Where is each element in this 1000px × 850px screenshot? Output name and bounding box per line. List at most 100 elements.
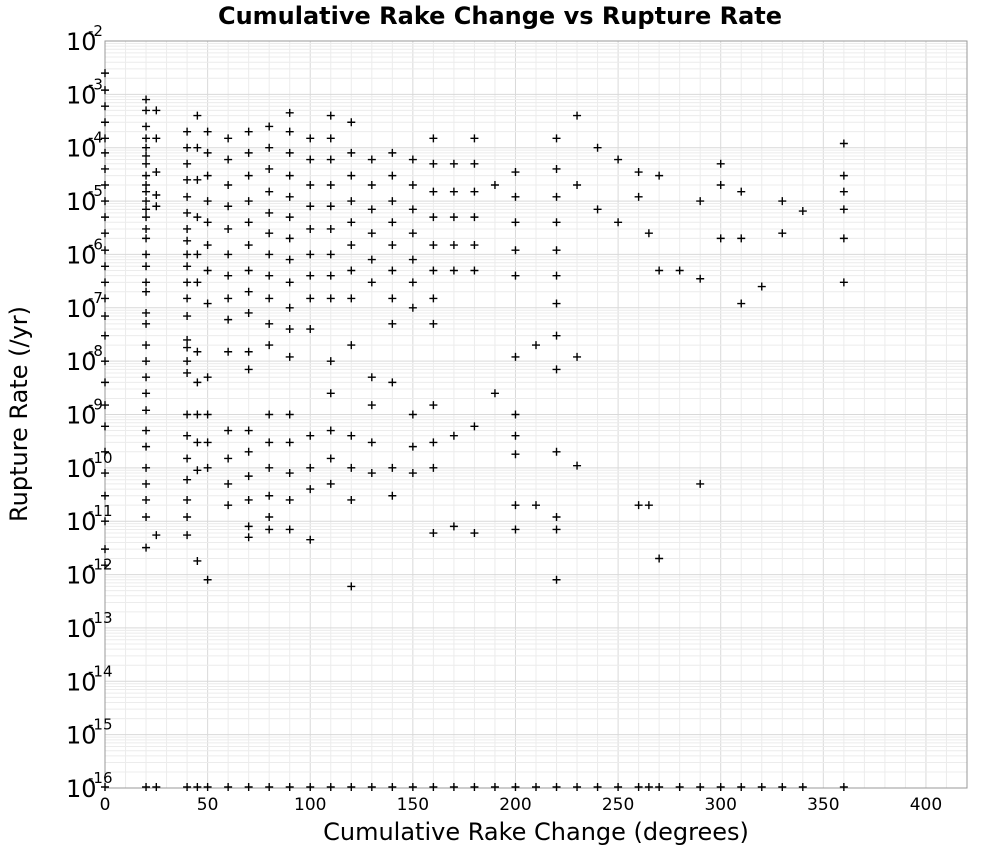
data-point <box>183 159 192 168</box>
data-point <box>593 783 602 791</box>
data-point <box>798 783 807 791</box>
data-point <box>224 315 233 324</box>
data-point <box>152 531 161 540</box>
data-point <box>142 224 151 233</box>
y-tick-label: 10-13 <box>66 609 113 643</box>
data-point <box>552 447 561 456</box>
data-point <box>306 155 315 164</box>
data-point <box>388 491 397 500</box>
data-point <box>408 442 417 451</box>
data-point <box>152 168 161 177</box>
data-point <box>675 266 684 275</box>
data-point <box>388 378 397 387</box>
data-point <box>265 143 274 152</box>
data-point <box>193 410 202 419</box>
data-point <box>224 271 233 280</box>
data-point <box>203 266 212 275</box>
data-point <box>449 431 458 440</box>
data-point <box>101 86 109 95</box>
data-point <box>203 410 212 419</box>
y-tick-base: 10 <box>66 348 97 376</box>
data-point <box>183 335 192 344</box>
data-point <box>306 463 315 472</box>
data-point <box>367 278 376 287</box>
data-point <box>244 241 253 250</box>
data-point <box>388 148 397 157</box>
data-point <box>152 783 161 791</box>
data-point <box>244 365 253 374</box>
data-point <box>183 250 192 259</box>
data-point <box>552 365 561 374</box>
data-point <box>347 783 356 791</box>
data-point <box>101 447 109 456</box>
data-point <box>839 205 848 214</box>
data-point <box>347 582 356 591</box>
data-point <box>388 241 397 250</box>
data-point <box>183 431 192 440</box>
data-points <box>101 69 848 791</box>
data-point <box>573 783 582 791</box>
data-point <box>839 187 848 196</box>
data-point <box>778 229 787 238</box>
data-point <box>224 181 233 190</box>
data-point <box>142 426 151 435</box>
data-point <box>429 187 438 196</box>
data-point <box>142 463 151 472</box>
data-point <box>573 181 582 190</box>
y-tick-exponent: -2 <box>88 22 103 40</box>
data-point <box>244 495 253 504</box>
data-point <box>429 401 438 410</box>
data-point <box>193 347 202 356</box>
data-point <box>101 561 109 570</box>
data-point <box>552 512 561 521</box>
data-point <box>244 127 253 136</box>
data-point <box>203 783 212 791</box>
data-point <box>470 159 479 168</box>
data-point <box>347 241 356 250</box>
data-point <box>285 171 294 180</box>
x-tick-label: 350 <box>807 795 839 815</box>
data-point <box>142 197 151 206</box>
y-tick-exponent: -5 <box>88 182 103 200</box>
data-point <box>183 531 192 540</box>
data-point <box>285 108 294 117</box>
data-point <box>737 299 746 308</box>
y-tick-exponent: -4 <box>88 129 103 147</box>
data-point <box>388 463 397 472</box>
data-point <box>142 278 151 287</box>
data-point <box>142 143 151 152</box>
data-point <box>244 148 253 157</box>
y-tick-base: 10 <box>66 615 97 643</box>
y-tick-exponent: -7 <box>88 289 103 307</box>
data-point <box>183 343 192 352</box>
data-point <box>367 783 376 791</box>
data-point <box>142 479 151 488</box>
data-point <box>449 241 458 250</box>
data-point <box>101 401 109 410</box>
data-point <box>839 278 848 287</box>
data-point <box>224 454 233 463</box>
data-point <box>839 171 848 180</box>
data-point <box>634 192 643 201</box>
y-tick-label: 10-7 <box>66 289 103 323</box>
data-point <box>142 122 151 131</box>
data-point <box>614 783 623 791</box>
data-point <box>142 171 151 180</box>
data-point <box>449 522 458 531</box>
data-point <box>244 533 253 542</box>
data-point <box>696 783 705 791</box>
data-point <box>183 312 192 321</box>
data-point <box>183 143 192 152</box>
data-point <box>101 118 109 127</box>
y-tick-base: 10 <box>66 81 97 109</box>
data-point <box>265 341 274 350</box>
data-point <box>675 783 684 791</box>
data-point <box>244 472 253 481</box>
data-point <box>552 299 561 308</box>
data-point <box>429 783 438 791</box>
data-point <box>347 148 356 157</box>
data-point <box>244 783 253 791</box>
data-point <box>142 95 151 104</box>
data-point <box>490 389 499 398</box>
